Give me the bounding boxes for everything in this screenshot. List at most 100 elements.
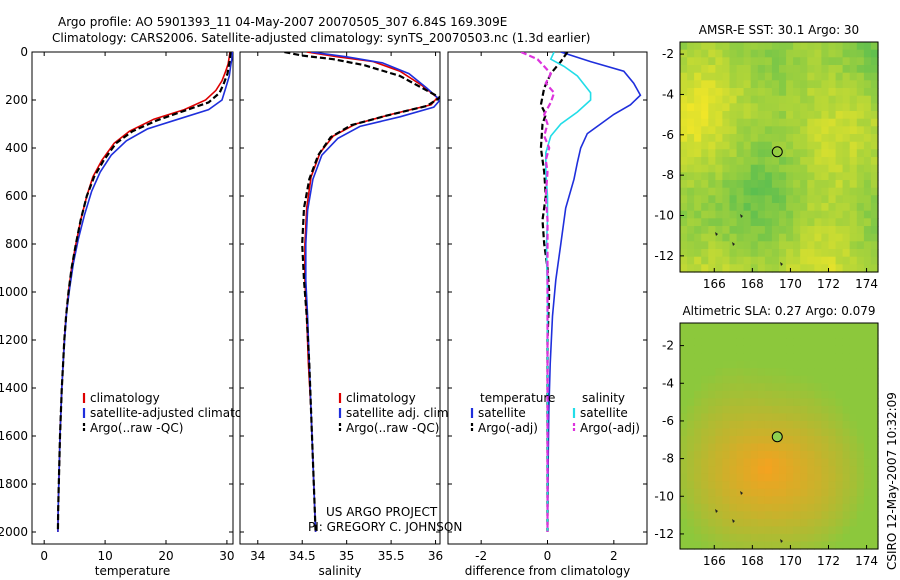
- sst_map-cell: [708, 256, 716, 265]
- sst_map-cell: [800, 72, 808, 81]
- sla_map-cell: [842, 496, 851, 505]
- sla_map-cell: [729, 353, 738, 362]
- sst_map-cell: [856, 187, 865, 196]
- sla_map-cell: [722, 526, 731, 535]
- sst_map-cell: [863, 233, 872, 242]
- sla_map-cell: [814, 398, 823, 407]
- sst_map-cell: [856, 203, 865, 212]
- sst_map-cell: [722, 195, 731, 204]
- sla_map-cell: [835, 458, 844, 467]
- sst_map-cell: [842, 103, 851, 112]
- sla_map-cell: [757, 473, 766, 482]
- sla_map-cell: [701, 451, 709, 460]
- sst_map-cell: [814, 72, 823, 81]
- sla_map-cell: [800, 496, 808, 505]
- sla_map-cell: [793, 481, 801, 490]
- sst_map-cell: [757, 57, 766, 66]
- sst_map-cell: [842, 42, 851, 51]
- sst_map-cell: [701, 233, 709, 242]
- sla_map-cell: [828, 458, 837, 467]
- sst_map-cell: [793, 218, 801, 227]
- sla_map-cell: [870, 526, 879, 535]
- sla_map-cell: [715, 533, 724, 542]
- sst_map-cell: [863, 172, 872, 181]
- sst_map-cell: [814, 88, 823, 97]
- temperature-ytick-label: 200: [5, 93, 28, 107]
- sla_map-cell: [750, 526, 759, 535]
- sst_map-cell: [779, 95, 787, 104]
- sla_map-cell: [694, 368, 702, 377]
- sla_map-cell: [870, 323, 879, 332]
- sst_map-cell: [863, 42, 872, 51]
- sla_map-cell: [821, 390, 830, 399]
- sla_map-cell: [814, 428, 823, 437]
- sst_map-cell: [835, 111, 844, 120]
- sla_map-cell: [828, 451, 837, 460]
- sst_map-cell: [680, 264, 688, 273]
- sst_map-cell: [750, 164, 759, 173]
- sla_map-cell: [793, 473, 801, 482]
- sla_map-cell: [807, 420, 815, 429]
- sst_map-cell: [814, 164, 823, 173]
- sla_map-cell: [694, 413, 702, 422]
- sst_map-cell: [863, 203, 872, 212]
- sst_map-cell: [870, 241, 879, 250]
- sla_map-cell: [849, 345, 858, 354]
- sla_map-cell: [715, 541, 724, 550]
- sla_map-cell: [828, 413, 837, 422]
- sla_map-cell: [722, 503, 731, 512]
- sla_map-cell: [786, 518, 794, 527]
- sla_map-cell: [694, 353, 702, 362]
- sla_map-cell: [687, 443, 695, 452]
- sla_map-cell: [687, 481, 695, 490]
- sla_map-cell: [708, 330, 716, 339]
- sst_map-cell: [807, 203, 815, 212]
- sst_map-cell: [694, 187, 702, 196]
- sst_map-cell: [807, 42, 815, 51]
- sla_map-cell: [807, 436, 815, 445]
- sst_map-cell: [779, 164, 787, 173]
- sla_map-cell: [856, 330, 865, 339]
- sla_map-cell: [694, 436, 702, 445]
- sla_map-cell: [779, 398, 787, 407]
- sst_map-cell: [800, 49, 808, 58]
- sla_map-cell: [779, 330, 787, 339]
- sst_map-cell: [729, 118, 738, 127]
- sst_map-cell: [701, 88, 709, 97]
- sla_map-cell: [821, 481, 830, 490]
- sla_map-cell: [800, 413, 808, 422]
- sst_map-argo-marker: [771, 146, 783, 158]
- sst_map-cell: [708, 126, 716, 135]
- sla_map-cell: [771, 353, 780, 362]
- sla_map-cell: [863, 503, 872, 512]
- sla_map-cell: [736, 428, 745, 437]
- sst_map-cell: [786, 210, 794, 219]
- sst_map-cell: [821, 172, 830, 181]
- sst_map-cell: [856, 57, 865, 66]
- sla_map-cell: [842, 428, 851, 437]
- sst_map-cell: [743, 42, 752, 51]
- sst_map-cell: [828, 65, 837, 74]
- sla_map-cell: [708, 405, 716, 414]
- sla_map-cell: [793, 413, 801, 422]
- sst_map-cell: [793, 88, 801, 97]
- sst_map-cell: [779, 80, 787, 89]
- sla_map-cell: [779, 451, 787, 460]
- sla_map-cell: [821, 466, 830, 475]
- sst_map-cell: [821, 233, 830, 242]
- sst_map-cell: [828, 149, 837, 158]
- sla_map-cell: [771, 323, 780, 332]
- sla_map-cell: [729, 405, 738, 414]
- sst_map-cell: [708, 157, 716, 166]
- sst_map-cell: [807, 57, 815, 66]
- sla_map-cell: [807, 451, 815, 460]
- sst_map-cell: [680, 218, 688, 227]
- sla_map-cell: [680, 518, 688, 527]
- sst_map-cell: [870, 65, 879, 74]
- sst_map-cell: [863, 149, 872, 158]
- sst_map-cell: [856, 218, 865, 227]
- sla_map-cell: [687, 375, 695, 384]
- sla_map-cell: [729, 383, 738, 392]
- sst_map-island: [715, 232, 718, 236]
